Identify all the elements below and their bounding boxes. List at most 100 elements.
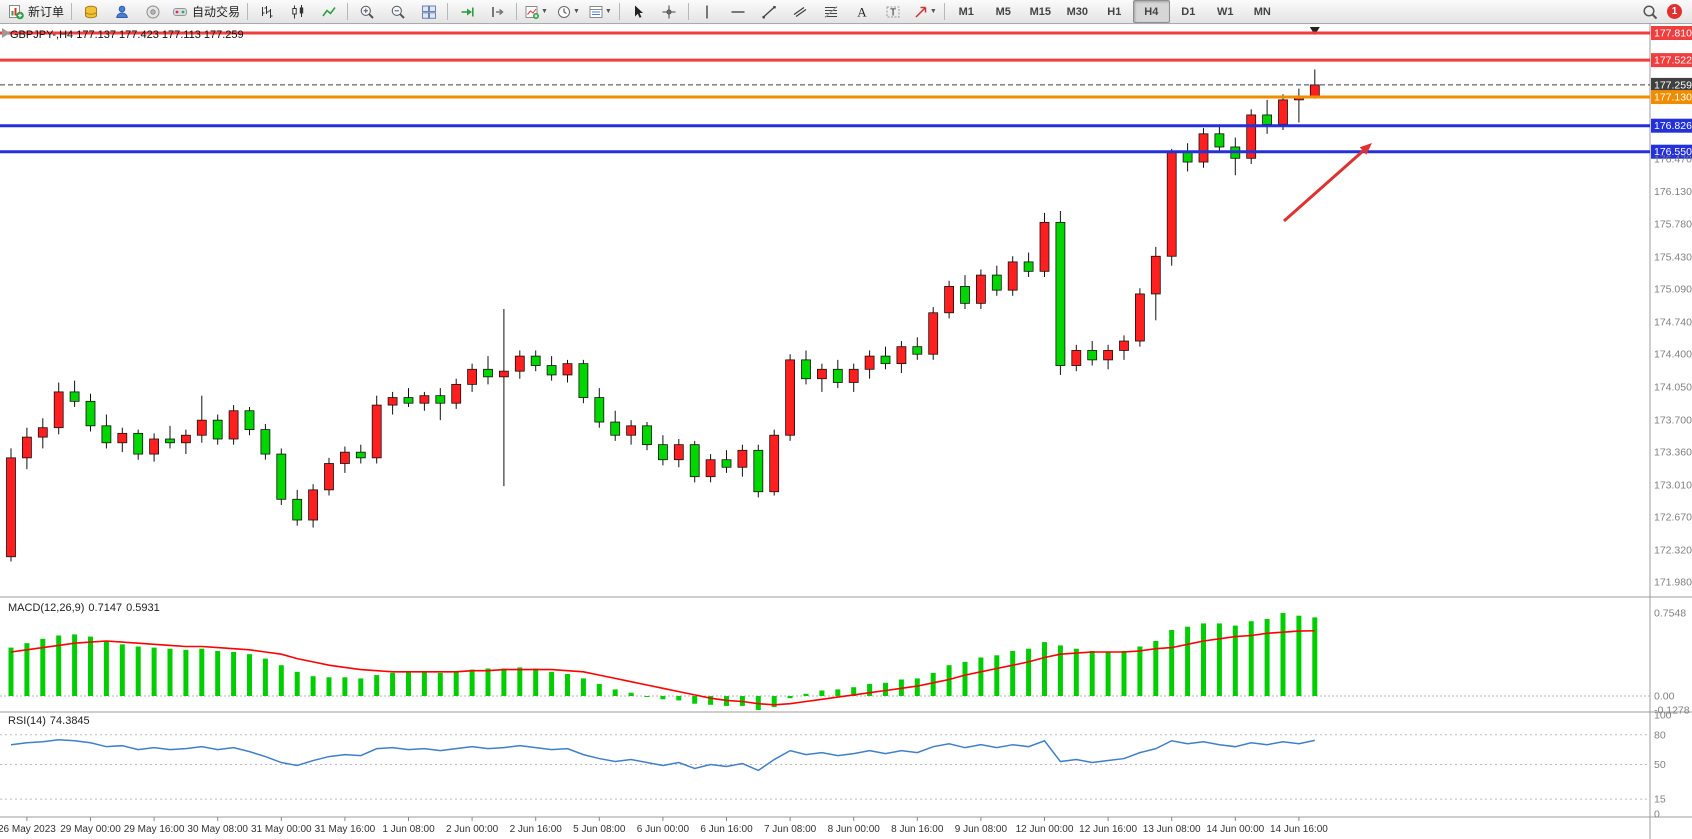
toolbar-separator	[943, 3, 945, 20]
bar-chart-button[interactable]	[251, 0, 282, 23]
toolbar-separator	[516, 3, 518, 20]
zoom-out-icon	[390, 4, 406, 20]
price-tag-label: 177.810	[1654, 28, 1692, 40]
price-axis-label: 174.050	[1654, 382, 1692, 394]
trend-arrow[interactable]	[1283, 149, 1365, 223]
time-axis-label: 8 Jun 00:00	[828, 824, 881, 835]
time-axis-label: 2 Jun 16:00	[510, 824, 563, 835]
price-axis-label: 174.400	[1654, 349, 1692, 361]
channel-button[interactable]	[785, 0, 816, 23]
community-button[interactable]	[137, 0, 168, 23]
auto-scroll-button[interactable]	[451, 0, 482, 23]
macd-histogram	[8, 612, 1318, 711]
text-tool-button[interactable]: A	[847, 0, 878, 23]
macd-label: MACD(12,26,9) 0.7147 0.5931	[8, 602, 164, 614]
rsi-axis-label: 15	[1654, 794, 1666, 806]
time-axis-label: 9 Jun 08:00	[955, 824, 1008, 835]
text-icon: A	[854, 4, 870, 20]
arrows-tool-button[interactable]: ▼	[909, 0, 941, 23]
time-axis-label: 12 Jun 16:00	[1079, 824, 1137, 835]
market-watch-button[interactable]	[75, 0, 106, 23]
crosshair-button[interactable]	[654, 0, 685, 23]
timeframe-button-h1[interactable]: H1	[1107, 5, 1122, 18]
fibonacci-button[interactable]	[816, 0, 847, 23]
trendline-button[interactable]	[754, 0, 785, 23]
time-axis-label: 14 Jun 00:00	[1206, 824, 1264, 835]
chart-symbol-title: GBPJPY-,H4 177.137 177.423 177.113 177.2…	[10, 29, 244, 41]
timeframe-button-m1[interactable]: M1	[958, 5, 974, 18]
vertical-line-icon	[699, 4, 715, 20]
price-axis-label: 175.780	[1654, 219, 1692, 231]
rsi-label: RSI(14) 74.3845	[8, 715, 94, 727]
person-icon	[114, 4, 130, 20]
tile-windows-button[interactable]	[413, 0, 444, 23]
templates-button[interactable]: ▼	[584, 0, 616, 23]
circle-icon	[145, 4, 161, 20]
macd-axis-label: -0.1278	[1654, 705, 1690, 717]
notification-badge[interactable]: 1	[1667, 4, 1682, 19]
vertical-line-button[interactable]	[692, 0, 723, 23]
one-click-trading-toggle[interactable]	[2, 28, 10, 38]
zoom-out-button[interactable]	[382, 0, 413, 23]
auto-trading-label: 自动交易	[192, 5, 241, 19]
line-chart-button[interactable]	[313, 0, 344, 23]
timeframe-button-h4[interactable]: H4	[1132, 0, 1170, 23]
time-axis-label: 31 May 00:00	[251, 824, 312, 835]
price-axis-label: 173.360	[1654, 447, 1692, 459]
auto-trading-icon	[172, 4, 188, 20]
price-tag	[1651, 26, 1692, 40]
price-axis-label: 176.470	[1654, 154, 1692, 166]
time-axis-label: 29 May 00:00	[60, 824, 121, 835]
navigator-button[interactable]	[106, 0, 137, 23]
timeframe-button-m15[interactable]: M15	[1029, 5, 1051, 18]
new-order-button[interactable]: 新订单	[4, 0, 68, 23]
toolbar-separator	[618, 3, 620, 20]
chevron-down-icon: ▼	[541, 8, 548, 15]
timeframe-button-mn[interactable]: MN	[1253, 5, 1271, 18]
chart-area[interactable]: 177.810 177.522 177.259 177.130 176.826 176.5…	[0, 24, 1692, 839]
timeframe-button-d1[interactable]: D1	[1181, 5, 1196, 18]
time-axis-label: 31 May 16:00	[315, 824, 376, 835]
timeframe-button-m30[interactable]: M30	[1066, 5, 1088, 18]
price-axis-label: 174.740	[1654, 317, 1692, 329]
price-tag	[1651, 118, 1692, 133]
time-axis-label: 26 May 2023	[0, 824, 56, 835]
macd-name: MACD(12,26,9)	[8, 602, 85, 614]
label-icon: T	[885, 4, 901, 20]
toolbar-separator	[347, 3, 349, 20]
price-tag	[1651, 53, 1692, 68]
rsi-line	[10, 738, 1315, 772]
search-button[interactable]	[1634, 0, 1665, 23]
chart-shift-button[interactable]	[482, 0, 513, 23]
candlestick-chart-button[interactable]	[282, 0, 313, 23]
new-chart-button[interactable]: ▼	[520, 0, 552, 23]
candlestick-icon	[290, 4, 306, 20]
price-axis-label: 176.130	[1654, 186, 1692, 198]
horizontal-line-button[interactable]	[723, 0, 754, 23]
new-order-label: 新订单	[28, 5, 65, 19]
macd-axis-label: 0.7548	[1654, 607, 1686, 619]
coins-icon	[83, 4, 99, 20]
rsi-axis-label: 100	[1654, 710, 1672, 722]
chart-shift-icon	[490, 4, 506, 20]
macd-signal-line	[10, 629, 1315, 706]
rsi-value: 74.3845	[49, 715, 90, 727]
chevron-down-icon: ▼	[572, 8, 580, 15]
periods-button[interactable]: ▼	[552, 0, 584, 23]
arrow-icon	[913, 4, 929, 20]
auto-trading-button[interactable]: 自动交易	[168, 0, 244, 23]
timeframe-button-m5[interactable]: M5	[995, 5, 1011, 18]
price-tag-label: 177.130	[1654, 92, 1692, 104]
label-tool-button[interactable]: T	[878, 0, 909, 23]
price-axis-label: 173.700	[1654, 415, 1692, 427]
price-axis-label: 172.670	[1654, 512, 1692, 524]
auto-scroll-icon	[459, 4, 475, 20]
trendline-icon	[761, 4, 777, 20]
zoom-in-button[interactable]	[351, 0, 382, 23]
time-axis-label: 12 Jun 00:00	[1016, 824, 1074, 835]
cursor-button[interactable]	[623, 0, 654, 23]
timeframe-button-w1[interactable]: W1	[1217, 5, 1234, 18]
cursor-icon	[630, 4, 646, 20]
rsi-axis-label: 80	[1654, 729, 1666, 741]
